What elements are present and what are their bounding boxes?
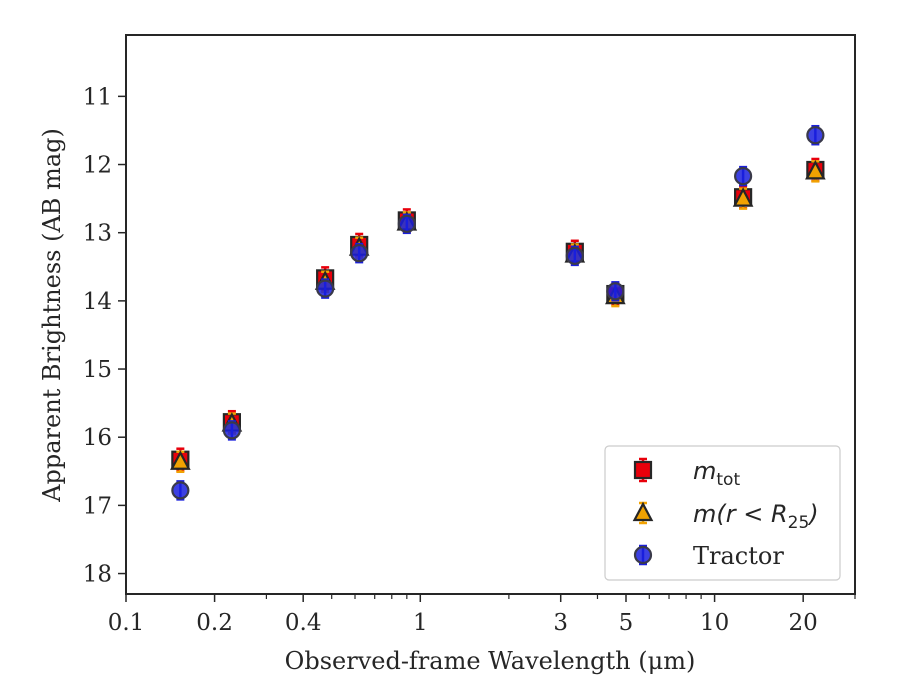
data-point	[606, 281, 625, 302]
data-point	[565, 245, 584, 267]
legend-label: m(r < R25)	[693, 500, 819, 533]
data-point	[734, 165, 753, 187]
x-tick-label: 0.4	[285, 610, 322, 636]
x-tick-label: 0.1	[108, 610, 145, 636]
y-tick-label: 18	[83, 562, 112, 588]
plot-frame	[125, 34, 856, 595]
y-tick-label: 16	[83, 425, 112, 451]
data-point	[316, 278, 335, 299]
x-axis-label: Observed-frame Wavelength (μm)	[285, 647, 696, 675]
data-point	[397, 213, 416, 235]
legend-label: Tractor	[693, 542, 784, 570]
x-tick-label: 3	[553, 610, 568, 636]
data-point	[170, 450, 191, 473]
data-point	[805, 159, 826, 183]
x-tick-label: 5	[619, 610, 634, 636]
legend-box	[604, 445, 841, 581]
x-axis: 0.1 0.2 0.4 1 3 5 10 20	[108, 594, 856, 636]
plot-area	[170, 124, 826, 501]
legend-marker	[633, 457, 653, 483]
x-tick-label: 0.2	[196, 610, 233, 636]
y-tick-label: 17	[83, 493, 112, 519]
y-axis-label: Apparent Brightness (AB mag)	[38, 128, 66, 503]
legend-marker	[632, 501, 654, 525]
x-tick-label: 20	[789, 610, 818, 636]
x-tick-label: 10	[700, 610, 729, 636]
legend: mtot m(r < R25) Tractor	[604, 445, 841, 581]
legend-marker	[633, 544, 653, 566]
y-tick-label: 14	[83, 289, 112, 315]
y-tick-label: 13	[83, 221, 112, 247]
data-point	[732, 187, 754, 210]
y-axis: 11 12 13 14 15 16 17 18	[83, 84, 126, 588]
legend-label: mtot	[693, 457, 740, 490]
y-tick-label: 15	[83, 357, 112, 383]
x-tick-label: 1	[413, 610, 428, 636]
series-circle	[171, 124, 825, 501]
data-point	[222, 420, 241, 441]
data-point	[806, 124, 825, 146]
y-tick-label: 12	[83, 153, 112, 179]
y-tick-label: 11	[83, 84, 112, 110]
data-point	[350, 242, 369, 264]
data-point	[171, 480, 190, 501]
